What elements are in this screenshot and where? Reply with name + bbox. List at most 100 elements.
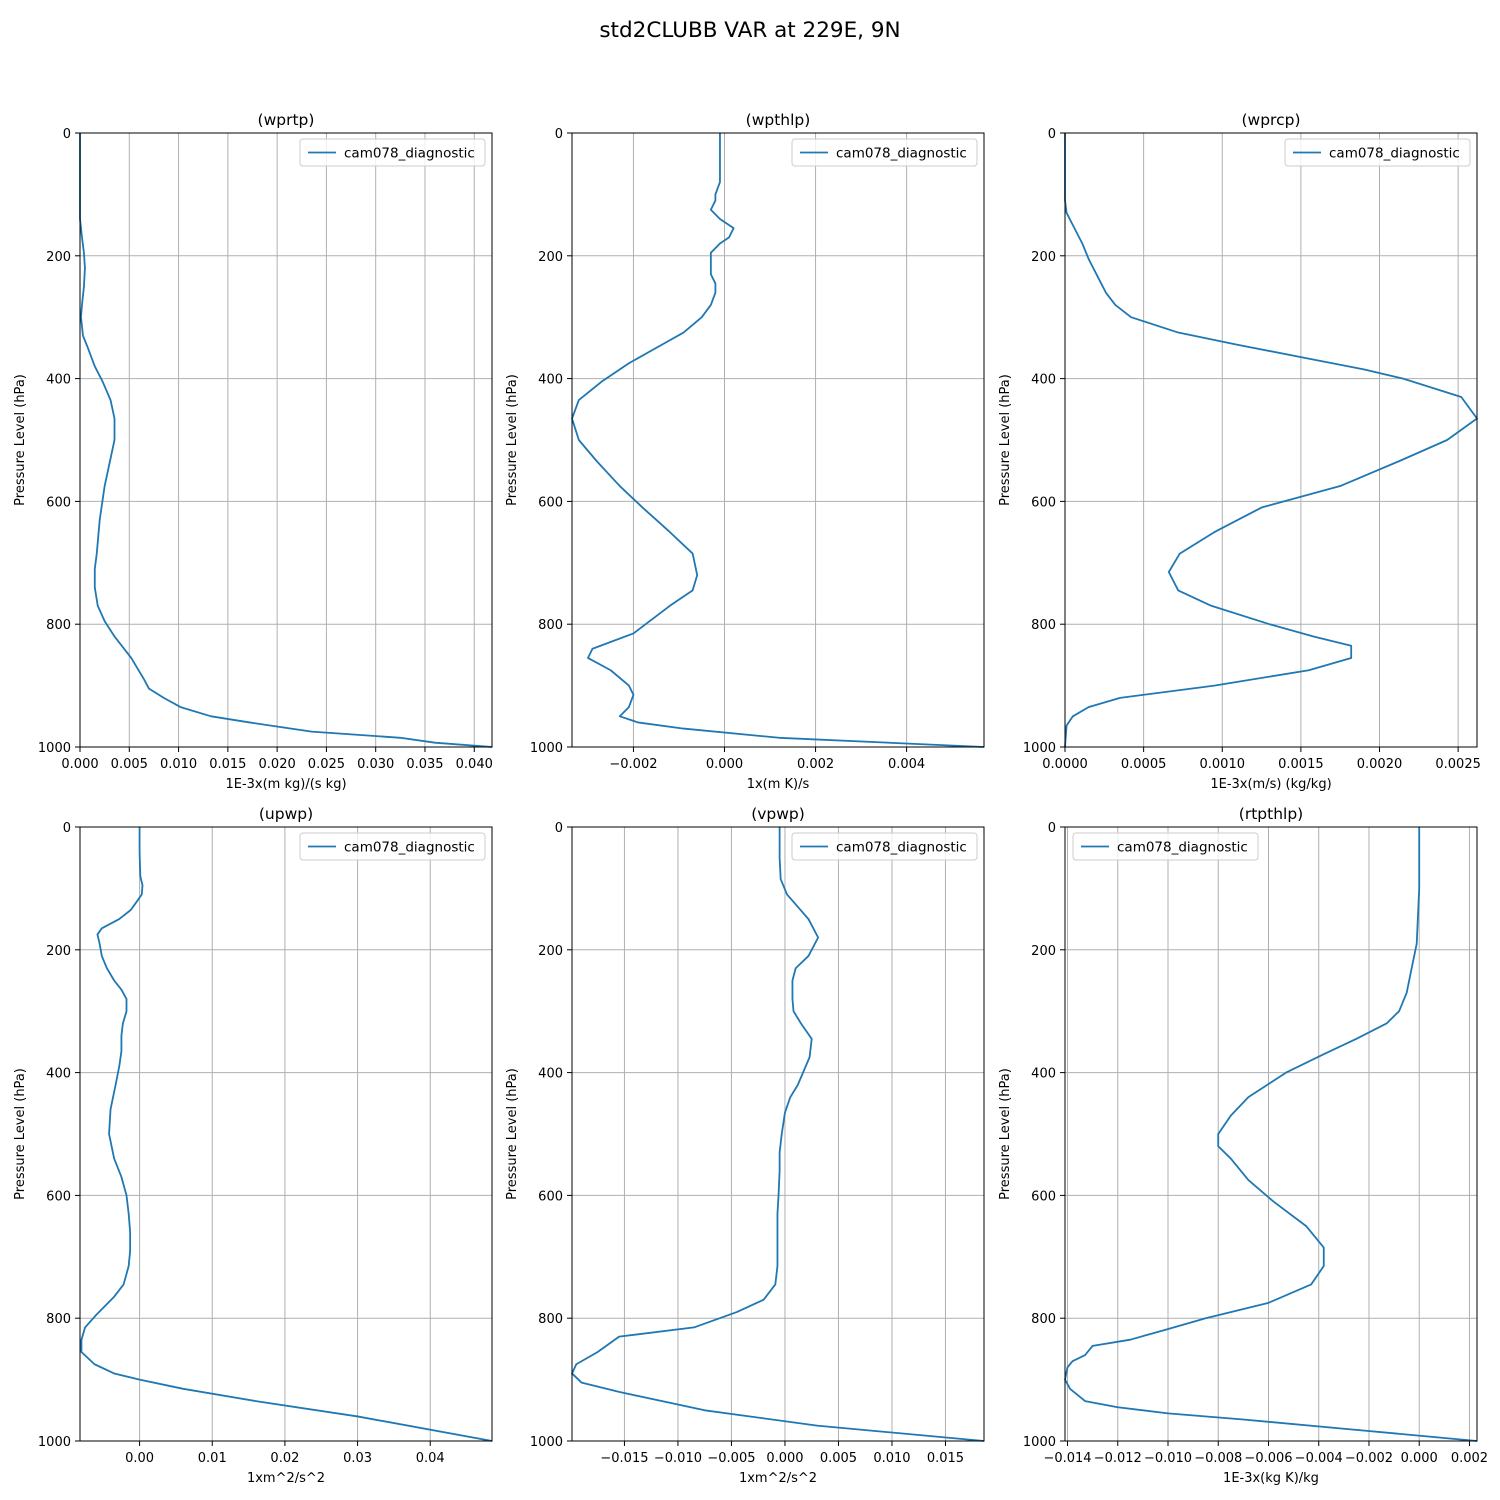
- y-tick-label: 1000: [530, 1435, 563, 1450]
- y-tick-label: 800: [538, 1312, 563, 1327]
- x-tick-label: 0.000: [706, 757, 743, 772]
- x-tick-label: 0.010: [873, 1451, 910, 1466]
- panel-title: (wpthlp): [746, 111, 811, 129]
- x-tick-label: 0.0000: [1042, 757, 1088, 772]
- x-tick-label: 0.030: [357, 757, 394, 772]
- y-axis-label: Pressure Level (hPa): [13, 374, 28, 506]
- chart-panel-6: −0.014 −0.012 −0.010 −0.008 −0.006 −0.004 −0.0…: [998, 805, 1488, 1486]
- y-tick-label: 800: [46, 1312, 71, 1327]
- y-tick-label: 1000: [38, 1435, 71, 1450]
- x-tick-label: −0.010: [654, 1451, 702, 1466]
- y-tick-label: 400: [46, 373, 71, 388]
- x-tick-label: 0.002: [797, 757, 834, 772]
- series-line-1: [571, 133, 985, 748]
- y-tick-label: 200: [1031, 944, 1056, 959]
- chart-panel-5: −0.015 −0.010 −0.005 0.000 0.005 0.010 0.015 0 2…: [505, 805, 985, 1486]
- x-axis-label: 1E-3x(m/s) (kg/kg): [1210, 777, 1331, 792]
- panel-title: (vpwp): [751, 805, 805, 823]
- y-tick-label: 1000: [38, 741, 71, 756]
- legend-frame: [299, 832, 486, 861]
- y-tick-label: 400: [1031, 373, 1056, 388]
- panel-title: (wprtp): [258, 111, 315, 129]
- y-tick-label: 200: [538, 944, 563, 959]
- plot-frame: [571, 826, 985, 1442]
- x-tick-label: 0.035: [406, 757, 443, 772]
- y-tick-label: 0: [555, 821, 563, 836]
- x-axis-label: 1E-3x(kg K)/kg: [1223, 1471, 1319, 1486]
- legend-frame: [791, 832, 978, 861]
- figure-title: std2CLUBB VAR at 229E, 9N: [599, 18, 900, 43]
- y-tick-label: 600: [538, 1189, 563, 1204]
- legend-label: cam078_diagnostic: [836, 146, 967, 162]
- series-line-1: [79, 133, 493, 748]
- panel-title: (wprcp): [1241, 111, 1300, 129]
- x-axis-label: 1x(m K)/s: [747, 777, 810, 792]
- y-tick-label: 400: [46, 1067, 71, 1082]
- legend: cam078_diagnostic: [1284, 138, 1471, 167]
- y-tick-label: 400: [538, 373, 563, 388]
- legend-label: cam078_diagnostic: [1329, 146, 1460, 162]
- x-tick-label: 0.0005: [1121, 757, 1167, 772]
- y-tick-label: 400: [538, 1067, 563, 1082]
- x-tick-label: −0.005: [707, 1451, 755, 1466]
- legend-label: cam078_diagnostic: [1117, 840, 1248, 856]
- x-tick-label: 0.004: [888, 757, 925, 772]
- legend-label: cam078_diagnostic: [344, 840, 475, 856]
- y-tick-label: 200: [1031, 250, 1056, 265]
- x-tick-label: −0.004: [1295, 1451, 1343, 1466]
- x-tick-label: 0.010: [160, 757, 197, 772]
- series-line-1: [80, 827, 493, 1442]
- plot-frame: [1064, 132, 1478, 748]
- plot-frame: [571, 132, 985, 748]
- legend-frame: [1072, 832, 1259, 861]
- y-tick-label: 1000: [1023, 741, 1056, 756]
- x-axis-label: 1E-3x(m kg)/(s kg): [225, 777, 346, 792]
- series-line-1: [1064, 133, 1478, 748]
- x-tick-label: −0.010: [1144, 1451, 1192, 1466]
- chart-panel-2: −0.002 0.000 0.002 0.004 0 200 400 600 800 1000 (w…: [505, 111, 985, 792]
- y-tick-label: 600: [1031, 495, 1056, 510]
- y-tick-label: 1000: [530, 741, 563, 756]
- x-axis-label: 1xm^2/s^2: [739, 1471, 817, 1486]
- series-line-1: [571, 827, 985, 1442]
- y-axis-label: Pressure Level (hPa): [998, 374, 1013, 506]
- x-tick-label: −0.012: [1094, 1451, 1142, 1466]
- plot-frame: [79, 132, 493, 748]
- plot-frame: [1064, 826, 1478, 1442]
- x-tick-label: −0.006: [1244, 1451, 1292, 1466]
- y-axis-label: Pressure Level (hPa): [505, 1068, 520, 1200]
- x-tick-label: 0.015: [927, 1451, 964, 1466]
- y-tick-label: 800: [1031, 1312, 1056, 1327]
- x-tick-label: −0.008: [1194, 1451, 1242, 1466]
- y-tick-label: 600: [46, 1189, 71, 1204]
- legend: cam078_diagnostic: [299, 832, 486, 861]
- x-tick-label: 0.000: [1401, 1451, 1438, 1466]
- y-tick-label: 600: [538, 495, 563, 510]
- x-tick-label: 0.00: [125, 1451, 154, 1466]
- x-tick-label: −0.014: [1043, 1451, 1091, 1466]
- x-axis-label: 1xm^2/s^2: [247, 1471, 325, 1486]
- y-tick-label: 600: [1031, 1189, 1056, 1204]
- y-tick-label: 600: [46, 495, 71, 510]
- x-tick-label: 0.015: [209, 757, 246, 772]
- y-tick-label: 800: [1031, 618, 1056, 633]
- y-tick-label: 0: [555, 127, 563, 142]
- y-axis-label: Pressure Level (hPa): [998, 1068, 1013, 1200]
- y-tick-label: 200: [538, 250, 563, 265]
- x-tick-label: 0.000: [766, 1451, 803, 1466]
- x-tick-label: 0.04: [416, 1451, 445, 1466]
- legend: cam078_diagnostic: [791, 832, 978, 861]
- legend: cam078_diagnostic: [791, 138, 978, 167]
- chart-panel-1: 0.000 0.005 0.010 0.015 0.020 0.025 0.030 0.035…: [13, 111, 493, 792]
- series-line-1: [1064, 827, 1478, 1442]
- y-axis-label: Pressure Level (hPa): [13, 1068, 28, 1200]
- x-tick-label: 0.002: [1451, 1451, 1488, 1466]
- legend: cam078_diagnostic: [299, 138, 486, 167]
- x-tick-label: 0.0020: [1357, 757, 1403, 772]
- legend-label: cam078_diagnostic: [344, 146, 475, 162]
- chart-panel-4: 0.00 0.01 0.02 0.03 0.04 0 200 400 600 800 1000 (up…: [13, 805, 493, 1486]
- x-tick-label: 0.02: [270, 1451, 299, 1466]
- legend-frame: [791, 138, 978, 167]
- y-tick-label: 200: [46, 944, 71, 959]
